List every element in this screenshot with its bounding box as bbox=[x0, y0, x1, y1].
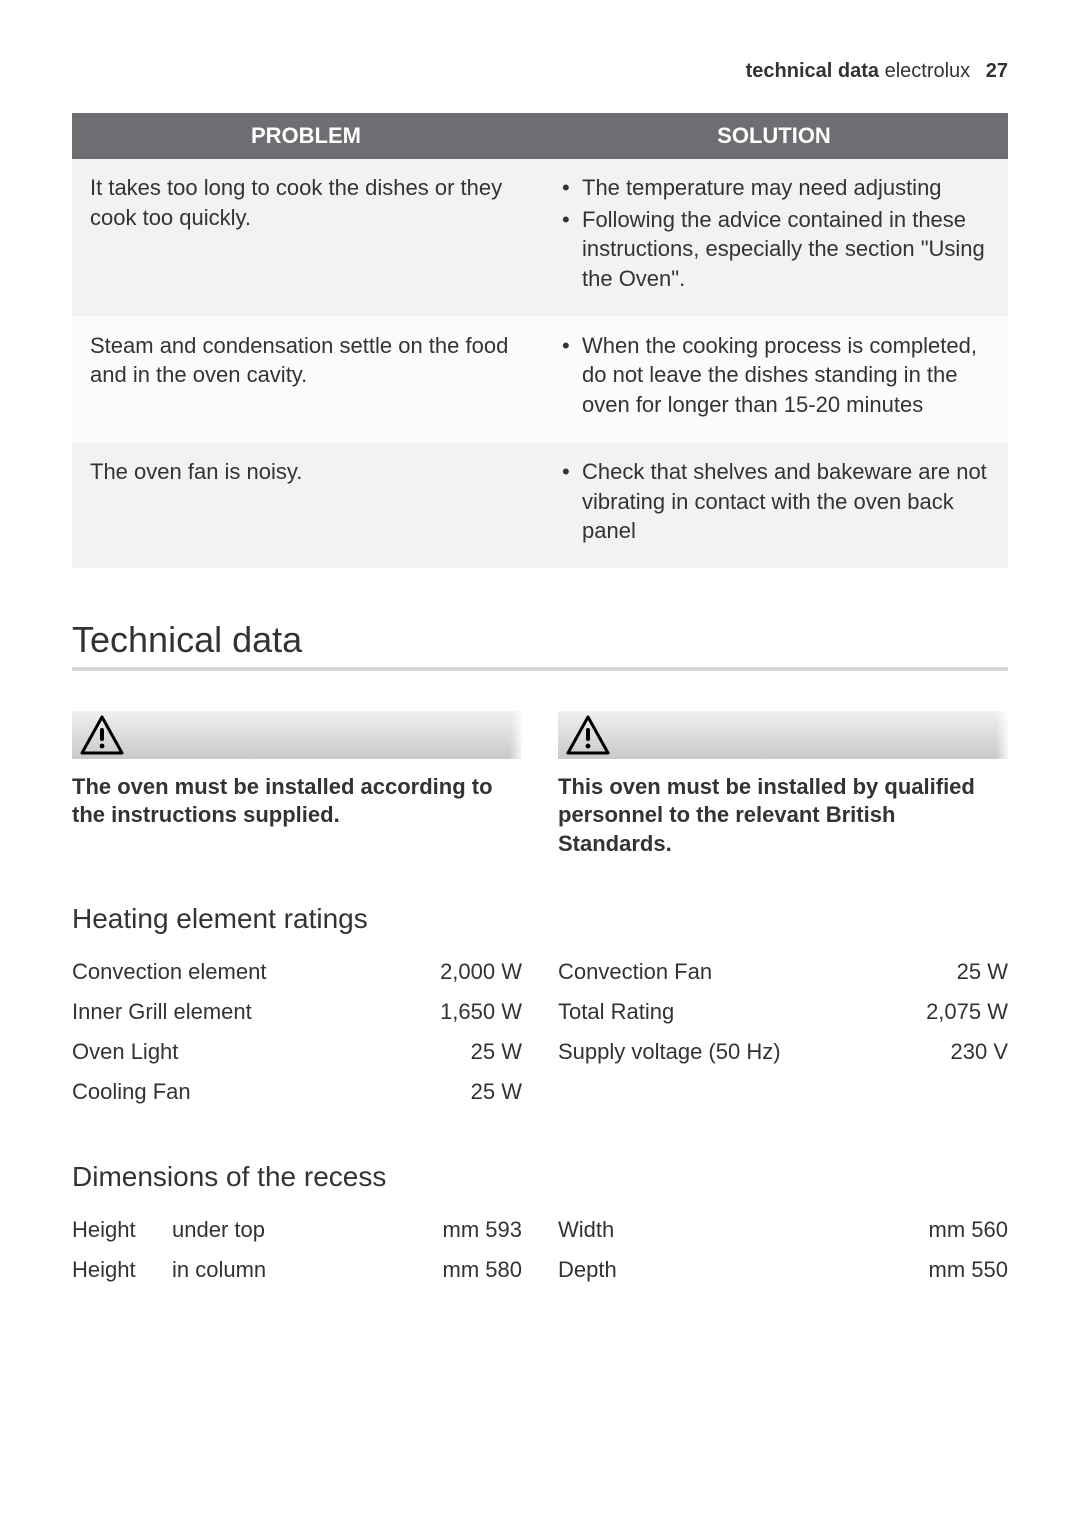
problem-cell: The oven fan is noisy. bbox=[72, 442, 540, 568]
page-number: 27 bbox=[986, 60, 1008, 82]
warning-bar bbox=[72, 711, 522, 759]
solution-item: Following the advice contained in these … bbox=[558, 205, 990, 294]
solution-cell: The temperature may need adjustingFollow… bbox=[540, 159, 1008, 316]
section-underline bbox=[72, 667, 1008, 671]
dimension-row: Depthmm 550 bbox=[558, 1257, 1008, 1283]
problem-cell: Steam and condensation settle on the foo… bbox=[72, 316, 540, 442]
warning-left: The oven must be installed according to … bbox=[72, 711, 522, 859]
warning-icon bbox=[80, 715, 124, 755]
header-section: technical data bbox=[746, 60, 879, 82]
problem-cell: It takes too long to cook the dishes or … bbox=[72, 159, 540, 316]
dimension-row: Heightunder topmm 593 bbox=[72, 1217, 522, 1243]
dimensions-specs: Heightunder topmm 593 Heightin columnmm 5… bbox=[72, 1217, 1008, 1297]
solution-cell: When the cooking process is completed, d… bbox=[540, 316, 1008, 442]
spec-row: Convection Fan25 W bbox=[558, 959, 1008, 985]
warning-icon bbox=[566, 715, 610, 755]
dimension-row: Heightin columnmm 580 bbox=[72, 1257, 522, 1283]
spec-row: Supply voltage (50 Hz)230 V bbox=[558, 1039, 1008, 1065]
col-header-solution: SOLUTION bbox=[540, 113, 1008, 159]
solution-item: Check that shelves and bakeware are not … bbox=[558, 457, 990, 546]
solution-item: When the cooking process is completed, d… bbox=[558, 331, 990, 420]
col-header-problem: PROBLEM bbox=[72, 113, 540, 159]
section-title: Technical data bbox=[72, 619, 1008, 661]
warning-text: The oven must be installed according to … bbox=[72, 773, 522, 830]
solution-cell: Check that shelves and bakeware are not … bbox=[540, 442, 1008, 568]
dimensions-title: Dimensions of the recess bbox=[72, 1161, 1008, 1193]
spec-row: Inner Grill element1,650 W bbox=[72, 999, 522, 1025]
spec-row: Convection element2,000 W bbox=[72, 959, 522, 985]
page-header: technical data electrolux 27 bbox=[72, 60, 1008, 83]
problems-table: PROBLEM SOLUTION It takes too long to co… bbox=[72, 113, 1008, 569]
warning-row: The oven must be installed according to … bbox=[72, 711, 1008, 859]
spec-row: Total Rating2,075 W bbox=[558, 999, 1008, 1025]
spec-row: Cooling Fan25 W bbox=[72, 1079, 522, 1105]
solution-item: The temperature may need adjusting bbox=[558, 173, 990, 203]
warning-text: This oven must be installed by qualified… bbox=[558, 773, 1008, 859]
spec-row: Oven Light25 W bbox=[72, 1039, 522, 1065]
dimension-row: Widthmm 560 bbox=[558, 1217, 1008, 1243]
warning-right: This oven must be installed by qualified… bbox=[558, 711, 1008, 859]
heating-specs: Convection element2,000 W Inner Grill ele… bbox=[72, 959, 1008, 1119]
heating-title: Heating element ratings bbox=[72, 903, 1008, 935]
warning-bar bbox=[558, 711, 1008, 759]
